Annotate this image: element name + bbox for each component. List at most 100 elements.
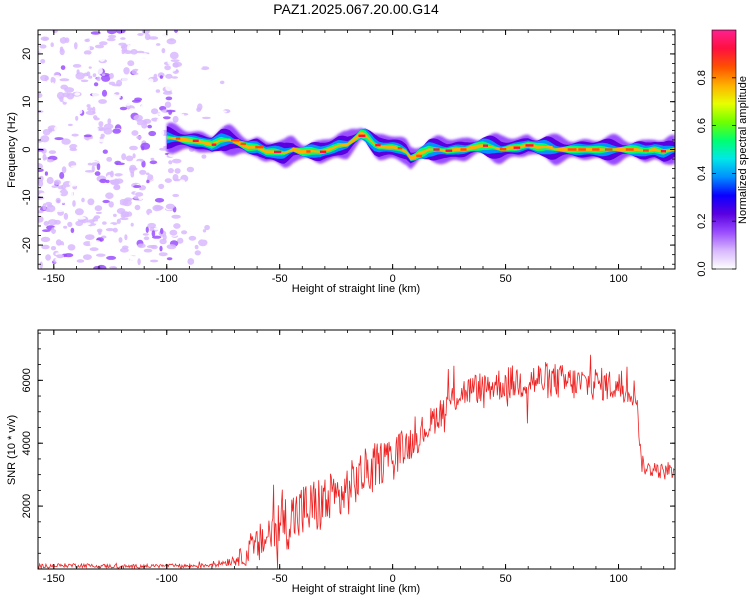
spectrogram-noise-blob (158, 154, 163, 161)
spectrogram-noise-blob (180, 69, 184, 75)
snr-panel: -150 -100 -50 0 50 100 2000 4000 6000 Height of … (6, 329, 676, 595)
spectrogram-noise-blob (166, 257, 173, 261)
spectrogram-noise-blob (101, 74, 111, 82)
spectrogram-noise-blob (113, 183, 121, 190)
spectrogram-noise-blob (161, 48, 166, 54)
spectrogram-noise-blob (114, 173, 123, 177)
spectrogram-noise-blob (98, 55, 106, 62)
spectrogram-noise-blob (188, 235, 197, 241)
spectrogram-noise-blob (86, 192, 93, 197)
spectrogram-ridge-peak (175, 137, 181, 140)
spectrogram-ridge-peak (460, 148, 467, 151)
spectrogram-noise-blob (169, 229, 178, 236)
spectrogram-noise-blob (108, 201, 114, 208)
spectrogram-noise-blob (141, 30, 150, 35)
spectrogram-noise-blob (95, 211, 102, 215)
spectrogram-noise-blob (194, 250, 201, 256)
spectrogram-noise-blob (168, 160, 173, 165)
spectrogram-noise-blob (91, 165, 95, 173)
spectrogram-noise-blob (85, 110, 96, 115)
spectrogram-noise-blob (151, 108, 159, 115)
spectrogram-noise-blob (116, 199, 121, 205)
spectrogram-noise-blob (54, 137, 64, 141)
spectrogram-noise-blob (188, 265, 196, 269)
spectrogram-noise-blob (141, 133, 147, 137)
spectrogram-noise-blob (187, 258, 195, 265)
spectrogram-noise-blob (106, 30, 117, 35)
spectrogram-noise-blob (145, 226, 149, 233)
spectrogram-noise-blob (49, 108, 54, 113)
spectrogram-noise-blob (106, 97, 115, 103)
spectrogram-noise-blob (129, 94, 138, 97)
spectrogram-noise-blob (59, 46, 64, 52)
spectrogram-noise-blob (115, 92, 120, 95)
spectrogram-noise-blob (94, 44, 105, 49)
spectrogram-noise-blob (89, 240, 94, 246)
spectrogram-noise-blob (142, 118, 152, 124)
spectrogram-noise-blob (217, 161, 226, 168)
spectrogram-noise-blob (47, 159, 54, 163)
spectrogram-noise-blob (101, 73, 106, 76)
spectrogram-noise-blob (172, 193, 180, 198)
spectrogram-noise-blob (98, 99, 107, 104)
spectrogram-noise-blob (109, 170, 114, 178)
spectrogram-ridge-peak (525, 144, 534, 147)
spectrogram-noise-blob (136, 135, 142, 140)
spectrogram-noise-blob (42, 129, 51, 136)
spectrogram-noise-blob (155, 221, 164, 227)
spectrogram-ridge-peak (306, 150, 311, 153)
spectrogram-noise-blob (51, 185, 58, 189)
spectrogram-noise-blob (107, 118, 112, 125)
spectrogram-noise-blob (138, 54, 148, 59)
spectrogram-noise-blob (119, 198, 129, 206)
spectrogram-noise-blob (183, 243, 188, 246)
spectrogram-noise-blob (43, 119, 48, 127)
colorbar-tick-label: 0.0 (696, 261, 708, 276)
spectrogram-noise-blob (148, 78, 154, 84)
spectrogram-noise-blob (179, 179, 186, 185)
spectrogram-noise-blob (119, 217, 129, 221)
spectrogram-ridge-peak (192, 139, 199, 142)
spectrogram-noise-blob (144, 240, 153, 243)
spectrogram-noise-blob (120, 211, 126, 219)
spectrogram-noise-blob (122, 245, 129, 250)
spectrogram-noise-blob (74, 42, 78, 50)
spectrogram-noise-blob (55, 192, 62, 196)
spectrogram-noise-blob (81, 197, 85, 203)
spectrogram-noise-blob (147, 174, 154, 181)
spectrogram-noise-blob (162, 116, 171, 120)
spectrogram-noise-blob (167, 79, 171, 84)
spectrogram-noise-blob (93, 266, 102, 269)
spectrogram-noise-blob (91, 92, 101, 97)
spectrogram-noise-blob (229, 30, 239, 37)
spectrogram-noise-blob (201, 197, 211, 203)
spectrogram-ridge-peak (319, 150, 327, 153)
spectrogram-noise-blob (85, 222, 91, 226)
spectrogram-noise-blob (194, 244, 199, 250)
spectrogram-noise-blob (93, 152, 100, 159)
spectrogram-ridge-cyan (166, 128, 675, 162)
spectrogram-noise-blob (72, 102, 79, 109)
spectrogram-noise-blob (197, 103, 203, 111)
spectrogram-noise-blob (108, 110, 117, 116)
spectrogram-noise-blob (83, 134, 92, 138)
spectrogram-noise-blob (118, 237, 123, 243)
spectrogram-noise-blob (148, 212, 158, 218)
snr-xtick-label: -150 (43, 573, 65, 585)
spectrogram-noise-blob (129, 255, 134, 263)
spectrogram-noise-blob (159, 75, 163, 79)
spectrogram-noise-blob (141, 160, 146, 168)
spectrogram-noise-blob (47, 82, 52, 86)
spectrogram-noise-blob (101, 187, 112, 194)
spectrogram-xtick-label: -50 (272, 273, 288, 285)
spectrogram-noise-blob (219, 155, 229, 161)
spectrogram-noise-blob (59, 78, 70, 82)
spectrogram-noise-blob (93, 35, 99, 43)
spectrogram-noise-blob (53, 75, 61, 79)
spectrogram-ridge-peak (445, 149, 453, 152)
spectrogram-noise-blob (123, 128, 133, 132)
spectrogram-noise-blob (97, 67, 103, 75)
spectrogram-noise-blob (119, 106, 128, 111)
spectrogram-ridge-peak (605, 148, 613, 151)
